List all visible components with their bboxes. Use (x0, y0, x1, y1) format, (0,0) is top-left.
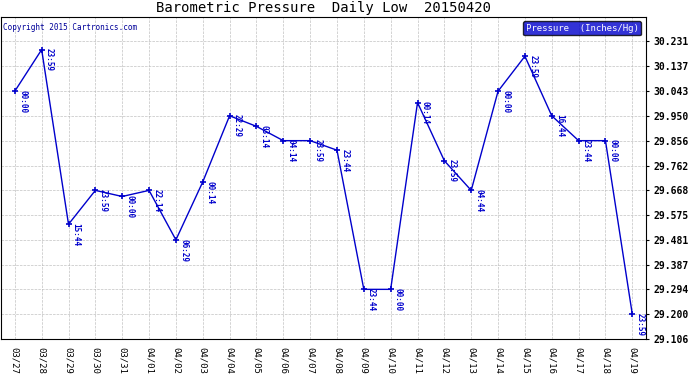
Text: Copyright 2015 Cartronics.com: Copyright 2015 Cartronics.com (3, 23, 137, 32)
Text: 23:59: 23:59 (635, 313, 644, 336)
Text: 00:14: 00:14 (421, 101, 430, 124)
Text: 00:14: 00:14 (206, 181, 215, 204)
Title: Barometric Pressure  Daily Low  20150420: Barometric Pressure Daily Low 20150420 (156, 2, 491, 15)
Text: 00:00: 00:00 (501, 90, 511, 113)
Text: 23:59: 23:59 (448, 159, 457, 183)
Text: 23:59: 23:59 (528, 55, 537, 78)
Text: 23:59: 23:59 (45, 48, 54, 71)
Text: 00:00: 00:00 (609, 140, 618, 162)
Legend: Pressure  (Inches/Hg): Pressure (Inches/Hg) (523, 21, 641, 36)
Text: 23:44: 23:44 (367, 288, 376, 311)
Text: 16:44: 16:44 (555, 114, 564, 138)
Text: 15:44: 15:44 (72, 223, 81, 246)
Text: 04:14: 04:14 (286, 140, 295, 162)
Text: 22:14: 22:14 (152, 189, 161, 212)
Text: 06:29: 06:29 (179, 238, 188, 262)
Text: 23:44: 23:44 (340, 149, 349, 172)
Text: 00:00: 00:00 (18, 90, 27, 113)
Text: 23:44: 23:44 (582, 140, 591, 162)
Text: 23:59: 23:59 (313, 140, 322, 162)
Text: 04:44: 04:44 (475, 189, 484, 212)
Text: 00:00: 00:00 (394, 288, 403, 311)
Text: 03:14: 03:14 (259, 125, 268, 148)
Text: 23:59: 23:59 (99, 189, 108, 212)
Text: 22:29: 22:29 (233, 114, 241, 138)
Text: 00:00: 00:00 (126, 195, 135, 218)
